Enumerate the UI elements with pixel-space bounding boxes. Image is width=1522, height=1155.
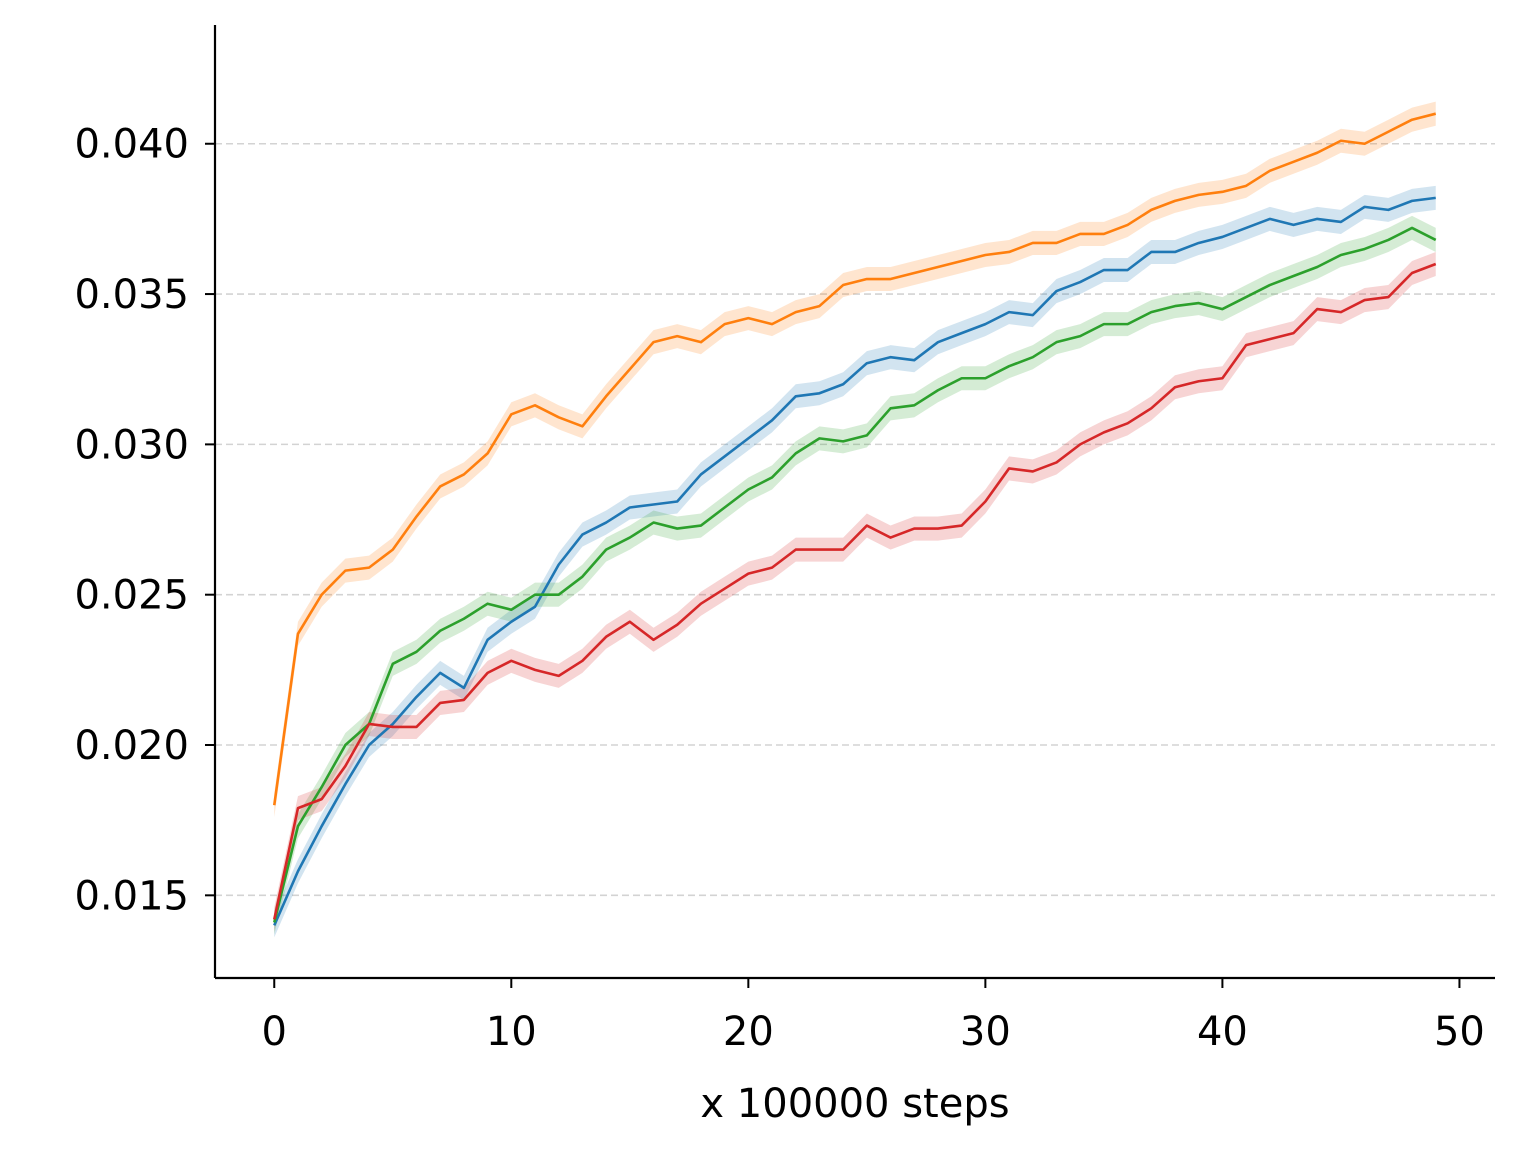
line-orange	[272, 112, 1437, 806]
x-tick-label: 40	[1197, 1009, 1248, 1055]
band-green	[274, 215, 1436, 935]
line-green	[272, 226, 1437, 923]
y-tick-label: 0.030	[74, 422, 189, 468]
band-red	[274, 251, 1436, 932]
x-tick-label: 30	[960, 1009, 1011, 1055]
x-tick-label: 10	[486, 1009, 537, 1055]
x-tick-label: 50	[1434, 1009, 1485, 1055]
confidence-bands	[274, 101, 1436, 938]
x-tick-label: 0	[262, 1009, 287, 1055]
line-blue	[273, 196, 1436, 926]
series-lines	[272, 112, 1437, 926]
y-gridlines	[215, 142, 1495, 897]
y-tick-label: 0.020	[74, 723, 189, 769]
y-tick-label: 0.035	[74, 272, 189, 318]
y-tick-label: 0.025	[74, 573, 189, 619]
y-axis-ticks: 0.015 0.020 0.025 0.030 0.035 0.040	[74, 122, 215, 919]
x-axis-ticks: 0 10 20 30 40 50	[262, 978, 1485, 1055]
y-tick-label: 0.015	[74, 873, 189, 919]
y-tick-label: 0.040	[74, 122, 189, 168]
x-axis-title: x 100000 steps	[700, 1081, 1009, 1127]
x-tick-label: 20	[723, 1009, 774, 1055]
line-red	[272, 262, 1437, 920]
